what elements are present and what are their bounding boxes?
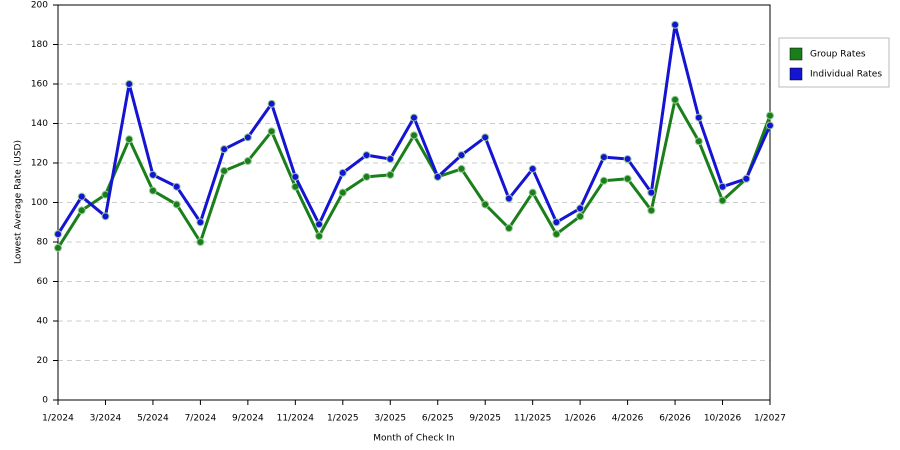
point [386,170,395,179]
legend-swatch [789,47,803,61]
point [766,121,774,130]
point [267,127,276,136]
point [599,176,608,185]
y-tick-label: 160 [31,80,48,90]
point [647,206,656,215]
point [457,151,466,160]
y-tick-label: 200 [31,1,48,11]
legend-swatch [789,67,803,81]
point [766,111,774,120]
point [694,137,703,146]
x-tick-label: 1/2025 [327,414,359,424]
x-tick-label: 7/2024 [185,414,217,424]
point [172,200,181,209]
point [742,174,751,183]
point [291,172,300,181]
legend-label: Individual Rates [810,70,882,80]
point [410,131,418,140]
point [528,164,537,173]
y-tick-label: 40 [37,317,49,327]
point [671,95,680,104]
point [647,188,656,197]
y-tick-label: 120 [31,159,48,169]
plot-frame [57,4,771,401]
point [718,196,727,205]
y-tick-label: 60 [37,277,49,287]
x-tick-label: 9/2024 [232,414,264,424]
x-tick-label: 11/2025 [514,414,551,424]
point [243,157,252,166]
x-axis-label: Month of Check In [373,434,455,444]
point [718,182,727,191]
point [457,164,466,173]
point [77,192,86,201]
point [528,188,537,197]
x-tick-label: 9/2025 [469,414,501,424]
point [243,133,252,142]
point [338,188,347,197]
point [54,243,62,252]
y-tick-label: 180 [31,40,48,50]
point [148,170,157,179]
point [386,155,395,164]
x-tick-label: 6/2025 [422,414,454,424]
x-tick-label: 1/2024 [42,414,74,424]
point [196,218,205,227]
point [552,230,561,239]
point [362,151,371,160]
point [599,153,608,162]
point [315,220,324,229]
point [77,206,86,215]
point [338,168,347,177]
point [410,113,418,122]
point [362,172,371,181]
legend-label: Group Rates [810,50,866,60]
point [623,174,632,183]
point [315,232,324,241]
x-tick-label: 1/2027 [754,414,786,424]
point [433,172,442,181]
point [148,186,157,195]
point [220,145,229,154]
point [267,99,276,108]
point [125,135,134,144]
x-tick-label: 1/2026 [564,414,596,424]
point [54,230,62,239]
point [623,155,632,164]
y-tick-label: 100 [31,198,48,208]
x-tick-label: 10/2026 [704,414,742,424]
point [504,224,513,233]
point [671,20,680,29]
y-tick-label: 20 [37,356,49,366]
x-tick-label: 3/2025 [374,414,406,424]
x-tick-label: 6/2026 [659,414,691,424]
point [576,204,585,213]
point [481,133,490,142]
point [694,113,703,122]
y-axis-label: Lowest Average Rate (USD) [14,140,24,264]
point [196,238,205,246]
x-tick-label: 5/2024 [137,414,169,424]
x-tick-label: 11/2024 [277,414,315,424]
y-tick-label: 140 [31,119,48,129]
point [481,200,490,209]
x-tick-label: 3/2024 [90,414,122,424]
point [552,218,561,227]
series-line [56,98,772,249]
y-tick-label: 80 [37,238,49,248]
point [125,80,134,88]
point [220,166,229,175]
y-tick-label: 0 [42,396,48,406]
point [504,194,513,203]
point [172,182,181,191]
x-tick-label: 4/2026 [612,414,644,424]
point [101,212,110,221]
point [576,212,585,221]
